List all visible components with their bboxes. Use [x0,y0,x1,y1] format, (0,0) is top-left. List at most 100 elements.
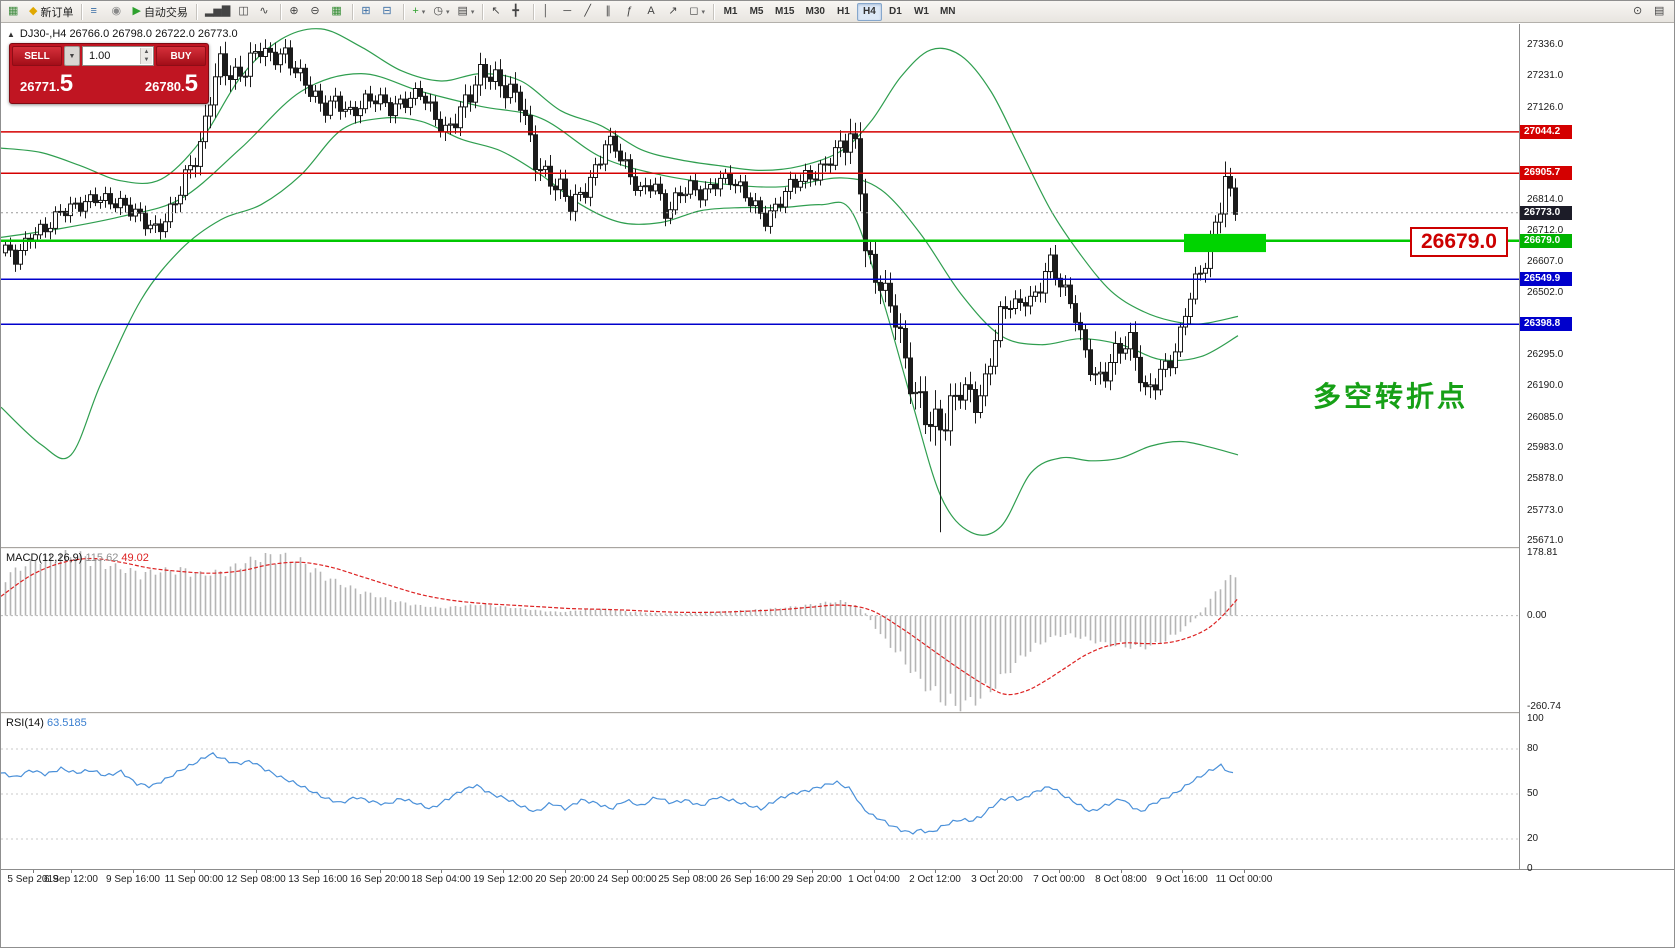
sell-button[interactable]: SELL [12,46,62,66]
channel-button[interactable]: ∥ [601,2,622,21]
data-window-button[interactable]: ◉ [107,2,128,21]
time-axis-tick [750,870,751,873]
time-axis-label: 9 Oct 16:00 [1156,874,1208,885]
time-axis-tick [997,870,998,873]
time-axis-tick [1182,870,1183,873]
time-axis-tick [194,870,195,873]
shapes-button[interactable]: ◻ ▾ [685,2,709,21]
text-button[interactable]: A [643,2,664,21]
zoom-tool-button[interactable]: ⊙ [1629,2,1650,21]
tile-windows-icon: ⊞ [361,5,371,17]
collapse-trade-panel-icon[interactable]: ▲ [7,29,15,39]
macd-canvas[interactable] [1,549,1519,712]
rsi-axis-label: 50 [1527,788,1539,799]
toolbar-right: ⊙ ▤ [1629,2,1671,21]
timeframe-h4-button[interactable]: H4 [856,2,882,21]
time-axis-label: 3 Oct 20:00 [971,874,1023,885]
time-axis-label: 5 Sep 2019 [7,874,59,885]
timeframe-w1-button[interactable]: W1 [909,3,934,21]
indicators-button[interactable]: + ▾ [408,2,429,21]
time-axis-tick [874,870,875,873]
horizontal-line-button[interactable]: ─ [559,2,580,21]
arrows-button[interactable]: ↗ [664,2,685,21]
new-order-button[interactable]: ◆ 新订单 [25,2,77,21]
tile-windows-button[interactable]: ⊞ [357,2,378,21]
price-axis-label: 26190.0 [1527,380,1564,391]
timeframe-m1-button[interactable]: M1 [718,3,743,21]
lot-increase-button[interactable]: ▲ [141,48,152,56]
data-window-icon: ◉ [111,5,122,17]
market-watch-button[interactable]: ≡ [86,2,107,21]
time-axis-label: 1 Oct 04:00 [848,874,900,885]
grid-button[interactable]: ▦ [327,2,348,21]
timeframe-d1-button[interactable]: D1 [883,3,908,21]
time-axis-tick [441,870,442,873]
price-axis-label: 25773.0 [1527,505,1564,516]
price-axis-label: 26085.0 [1527,412,1564,423]
macd-indicator-area[interactable] [1,549,1519,712]
timeframe-m30-button[interactable]: M30 [800,3,829,21]
trendline-button[interactable]: ╱ [580,2,601,21]
lot-decrease-button[interactable]: ▼ [141,56,152,64]
toolbar-left: ▦ ◆ 新订单 ≡ ◉ ▶ 自动交易 ▂▅▇ ◫ ∿ ⊕ ⊖ ▦ ⊞ ⊟ + ▾ ◷ ▾ ▤ ▾ ↖ ╋ │ ─ ╱ ∥ ƒ A ↗ ◻ ▾ [4,2,709,21]
cascade-windows-button[interactable]: ⊟ [378,2,399,21]
toolbar-separator [482,3,484,20]
panel-splitter[interactable] [1,547,1674,549]
crosshair-button[interactable]: ╋ [508,2,529,21]
main-chart-area[interactable] [1,24,1519,547]
market-watch-icon: ≡ [90,5,97,17]
toolbar-separator [280,3,282,20]
time-axis-tick [935,870,936,873]
timeframe-h1-button[interactable]: H1 [831,3,856,21]
fibonacci-button[interactable]: ƒ [622,2,643,21]
panel-splitter[interactable] [1,712,1674,714]
candlestick-chart-button[interactable]: ◫ [234,2,255,21]
price-axis-divider [1519,24,1520,869]
toolbar-separator [81,3,83,20]
main-chart-canvas[interactable] [1,24,1519,547]
time-axis-tick [1059,870,1060,873]
templates-button[interactable]: ▤ ▾ [453,2,478,21]
time-axis-label: 18 Sep 04:00 [411,874,471,885]
rsi-indicator-label: RSI(14) 63.5185 [6,717,87,729]
time-axis-tick [1244,870,1245,873]
time-axis-label: 13 Sep 16:00 [288,874,348,885]
auto-trading-button[interactable]: ▶ 自动交易 [128,2,191,21]
panels-button[interactable]: ▤ [1650,2,1671,21]
templates-icon: ▤ [457,5,468,17]
timeframe-mn-button[interactable]: MN [935,3,961,21]
candlestick-chart-icon: ◫ [238,5,249,17]
vertical-line-button[interactable]: │ [538,2,559,21]
rsi-canvas[interactable] [1,714,1519,869]
price-tag: 26549.9 [1520,272,1572,286]
time-axis[interactable]: 5 Sep 2019 6 Sep 12:00 9 Sep 16:00 11 Sep 0… [1,870,1519,887]
time-axis-label: 20 Sep 20:00 [535,874,595,885]
crosshair-icon: ╋ [512,5,519,17]
line-chart-button[interactable]: ∿ [255,2,276,21]
new-order-icon: ◆ [29,5,38,17]
rsi-indicator-area[interactable] [1,714,1519,869]
zoom-in-button[interactable]: ⊕ [285,2,306,21]
periods-button[interactable]: ◷ ▾ [429,2,453,21]
caret-down-icon: ▾ [470,8,475,16]
main-toolbar: ▦ ◆ 新订单 ≡ ◉ ▶ 自动交易 ▂▅▇ ◫ ∿ ⊕ ⊖ ▦ ⊞ ⊟ + ▾ ◷ ▾ ▤ ▾ ↖ ╋ │ ─ ╱ ∥ ƒ A ↗ ◻ ▾ … [1,1,1674,23]
order-type-dropdown-button[interactable]: ▼ [64,46,80,66]
buy-button[interactable]: BUY [156,46,206,66]
toolbar-separator [403,3,405,20]
fibonacci-icon: ƒ [626,5,633,17]
timeframe-m15-button[interactable]: M15 [770,3,799,21]
channel-icon: ∥ [605,5,611,17]
bar-chart-button[interactable]: ▂▅▇ [201,2,234,21]
one-click-trading-panel: SELL ▼ 1.00 ▲ ▼ BUY 26771.5 26780.5 [9,43,209,104]
price-tag: 26773.0 [1520,206,1572,220]
price-axis[interactable]: 27336.0 27231.0 27126.0 26814.0 26712.0 26607… [1520,24,1674,874]
cursor-button[interactable]: ↖ [487,2,508,21]
macd-indicator-label: MACD(12,26,9) 115.62 49.02 [6,552,149,564]
new-chart-button[interactable]: ▦ [4,2,25,21]
price-flag: 26679.0 [1410,227,1508,257]
lot-size-input[interactable]: 1.00 ▲ ▼ [82,46,154,66]
timeframe-m5-button[interactable]: M5 [744,3,769,21]
zoom-out-button[interactable]: ⊖ [306,2,327,21]
time-axis-tick [33,870,34,873]
